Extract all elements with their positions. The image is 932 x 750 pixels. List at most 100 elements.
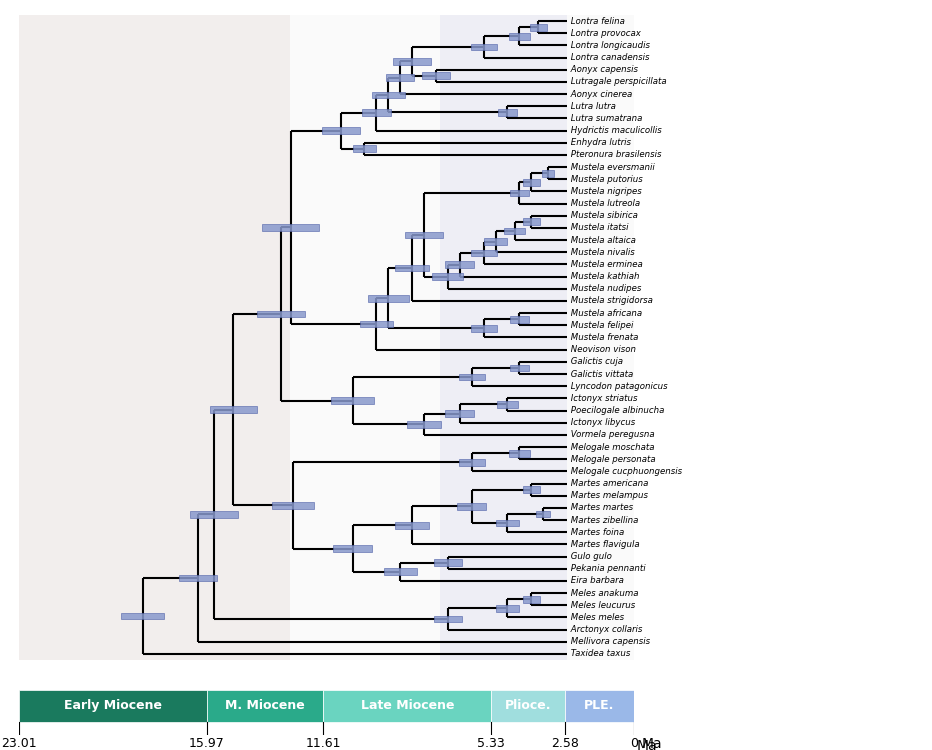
Text: Melogale moschata: Melogale moschata bbox=[569, 442, 654, 452]
FancyBboxPatch shape bbox=[190, 511, 239, 518]
Text: Mustela nivalis: Mustela nivalis bbox=[569, 248, 635, 256]
Text: Lontra longicaudis: Lontra longicaudis bbox=[569, 41, 651, 50]
FancyBboxPatch shape bbox=[484, 238, 507, 245]
Text: Martes foina: Martes foina bbox=[569, 528, 624, 537]
FancyBboxPatch shape bbox=[383, 568, 417, 575]
Text: 23.01: 23.01 bbox=[1, 737, 36, 750]
Text: Lutra lutra: Lutra lutra bbox=[569, 102, 616, 111]
Bar bbox=[440, 15, 567, 660]
Text: Mustela frenata: Mustela frenata bbox=[569, 333, 638, 342]
Text: Early Miocene: Early Miocene bbox=[63, 699, 162, 712]
FancyBboxPatch shape bbox=[334, 545, 372, 552]
Text: Martes flavigula: Martes flavigula bbox=[569, 540, 640, 549]
FancyBboxPatch shape bbox=[498, 109, 517, 115]
Text: Ma: Ma bbox=[637, 740, 657, 750]
Text: Martes melampus: Martes melampus bbox=[569, 491, 649, 500]
Text: Ictonyx striatus: Ictonyx striatus bbox=[569, 394, 637, 403]
Text: Vormela peregusna: Vormela peregusna bbox=[569, 430, 655, 439]
FancyBboxPatch shape bbox=[445, 410, 474, 417]
Bar bbox=[491, 690, 565, 722]
Text: Mustela putorius: Mustela putorius bbox=[569, 175, 643, 184]
Text: Mustela nigripes: Mustela nigripes bbox=[569, 187, 642, 196]
Text: Galictis vittata: Galictis vittata bbox=[569, 370, 634, 379]
Text: Lutragale perspicillata: Lutragale perspicillata bbox=[569, 77, 666, 86]
Text: Galictis cuja: Galictis cuja bbox=[569, 357, 624, 366]
FancyBboxPatch shape bbox=[362, 110, 391, 116]
FancyBboxPatch shape bbox=[542, 170, 554, 176]
Text: Eira barbara: Eira barbara bbox=[569, 577, 624, 586]
Bar bbox=[565, 690, 634, 722]
Bar bbox=[19, 690, 207, 722]
Text: 5.33: 5.33 bbox=[477, 737, 505, 750]
Text: Aonyx capensis: Aonyx capensis bbox=[569, 65, 638, 74]
Text: Taxidea taxus: Taxidea taxus bbox=[569, 650, 631, 658]
FancyBboxPatch shape bbox=[530, 24, 547, 31]
FancyBboxPatch shape bbox=[421, 73, 450, 80]
Text: Martes americana: Martes americana bbox=[569, 479, 649, 488]
FancyBboxPatch shape bbox=[509, 33, 530, 40]
FancyBboxPatch shape bbox=[121, 613, 164, 620]
FancyBboxPatch shape bbox=[471, 325, 497, 332]
FancyBboxPatch shape bbox=[262, 224, 319, 231]
Text: Neovison vison: Neovison vison bbox=[569, 345, 637, 354]
Text: Mustela felipei: Mustela felipei bbox=[569, 321, 634, 330]
FancyBboxPatch shape bbox=[352, 146, 377, 152]
FancyBboxPatch shape bbox=[510, 190, 528, 196]
FancyBboxPatch shape bbox=[271, 502, 314, 509]
Text: Enhydra lutris: Enhydra lutris bbox=[569, 138, 631, 147]
FancyBboxPatch shape bbox=[504, 227, 526, 235]
Text: Lontra felina: Lontra felina bbox=[569, 16, 625, 26]
FancyBboxPatch shape bbox=[523, 218, 540, 225]
FancyBboxPatch shape bbox=[496, 604, 519, 612]
FancyBboxPatch shape bbox=[433, 560, 462, 566]
FancyBboxPatch shape bbox=[523, 596, 540, 602]
Text: Melogale personata: Melogale personata bbox=[569, 454, 656, 464]
FancyBboxPatch shape bbox=[510, 316, 528, 322]
Text: Mustela altaica: Mustela altaica bbox=[569, 236, 637, 244]
Text: 2.58: 2.58 bbox=[551, 737, 579, 750]
Text: Martes zibellina: Martes zibellina bbox=[569, 515, 638, 524]
Bar bbox=[323, 690, 491, 722]
FancyBboxPatch shape bbox=[372, 92, 405, 98]
FancyBboxPatch shape bbox=[458, 503, 486, 510]
Text: Mustela eversmanii: Mustela eversmanii bbox=[569, 163, 655, 172]
Bar bbox=[19, 15, 291, 660]
FancyBboxPatch shape bbox=[459, 459, 485, 466]
Text: Pekania pennanti: Pekania pennanti bbox=[569, 564, 646, 573]
FancyBboxPatch shape bbox=[368, 295, 408, 302]
FancyBboxPatch shape bbox=[471, 250, 497, 256]
Text: Aonyx cinerea: Aonyx cinerea bbox=[569, 89, 633, 98]
Text: Pteronura brasilensis: Pteronura brasilensis bbox=[569, 151, 662, 160]
Text: 0: 0 bbox=[630, 737, 637, 750]
Text: Plioce.: Plioce. bbox=[505, 699, 552, 712]
FancyBboxPatch shape bbox=[407, 421, 441, 428]
FancyBboxPatch shape bbox=[360, 320, 393, 327]
Text: Mustela africana: Mustela africana bbox=[569, 309, 642, 318]
Text: Arctonyx collaris: Arctonyx collaris bbox=[569, 625, 642, 634]
FancyBboxPatch shape bbox=[445, 262, 474, 268]
Text: 11.61: 11.61 bbox=[306, 737, 341, 750]
Text: Lontra canadensis: Lontra canadensis bbox=[569, 53, 650, 62]
Text: Ma: Ma bbox=[642, 737, 663, 750]
Text: Meles anakuma: Meles anakuma bbox=[569, 589, 638, 598]
Text: Lutra sumatrana: Lutra sumatrana bbox=[569, 114, 642, 123]
FancyBboxPatch shape bbox=[510, 364, 528, 371]
FancyBboxPatch shape bbox=[210, 406, 257, 413]
FancyBboxPatch shape bbox=[322, 128, 360, 134]
Text: M. Miocene: M. Miocene bbox=[226, 699, 305, 712]
FancyBboxPatch shape bbox=[536, 511, 550, 518]
Text: Mustela sibirica: Mustela sibirica bbox=[569, 211, 638, 220]
Text: Lontra provocax: Lontra provocax bbox=[569, 28, 641, 38]
Text: Martes martes: Martes martes bbox=[569, 503, 634, 512]
FancyBboxPatch shape bbox=[393, 58, 432, 64]
Text: Mustela erminea: Mustela erminea bbox=[569, 260, 643, 269]
FancyBboxPatch shape bbox=[459, 374, 485, 380]
Text: Mellivora capensis: Mellivora capensis bbox=[569, 638, 651, 646]
FancyBboxPatch shape bbox=[386, 74, 415, 81]
FancyBboxPatch shape bbox=[523, 179, 540, 186]
FancyBboxPatch shape bbox=[523, 486, 540, 493]
Bar bbox=[207, 690, 323, 722]
FancyBboxPatch shape bbox=[257, 310, 305, 317]
Text: Mustela nudipes: Mustela nudipes bbox=[569, 284, 641, 293]
Text: Ictonyx libycus: Ictonyx libycus bbox=[569, 419, 636, 428]
